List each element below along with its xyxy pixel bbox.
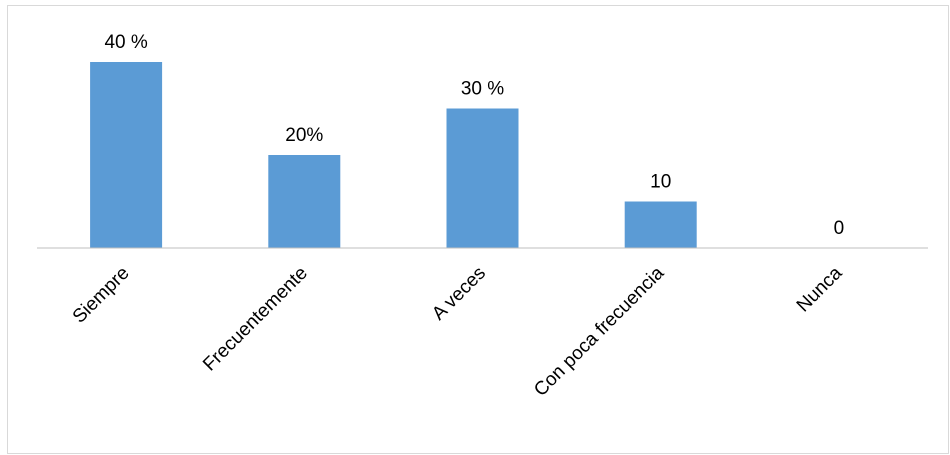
bar-0 <box>90 62 163 248</box>
data-label-0: 40 % <box>104 32 147 53</box>
data-label-3: 10 <box>650 172 671 193</box>
category-label-1: Frecuentemente <box>199 263 312 376</box>
bar-2 <box>446 108 519 248</box>
data-label-2: 30 % <box>461 79 504 100</box>
bar-3 <box>624 201 697 248</box>
bar-1 <box>268 155 341 248</box>
data-label-4: 0 <box>834 218 845 239</box>
category-label-0: Siempre <box>69 263 134 328</box>
category-label-2: A veces <box>428 263 490 325</box>
data-labels-group: 40 % 20% 30 % 10 0 <box>104 32 844 239</box>
category-labels-group: Siempre Frecuentemente A veces Con poca fre… <box>69 262 847 400</box>
category-label-3: Con poca frecuencia <box>530 262 668 400</box>
data-label-1: 20% <box>285 125 323 146</box>
bars-group <box>90 62 697 248</box>
category-label-4: Nunca <box>793 262 847 316</box>
